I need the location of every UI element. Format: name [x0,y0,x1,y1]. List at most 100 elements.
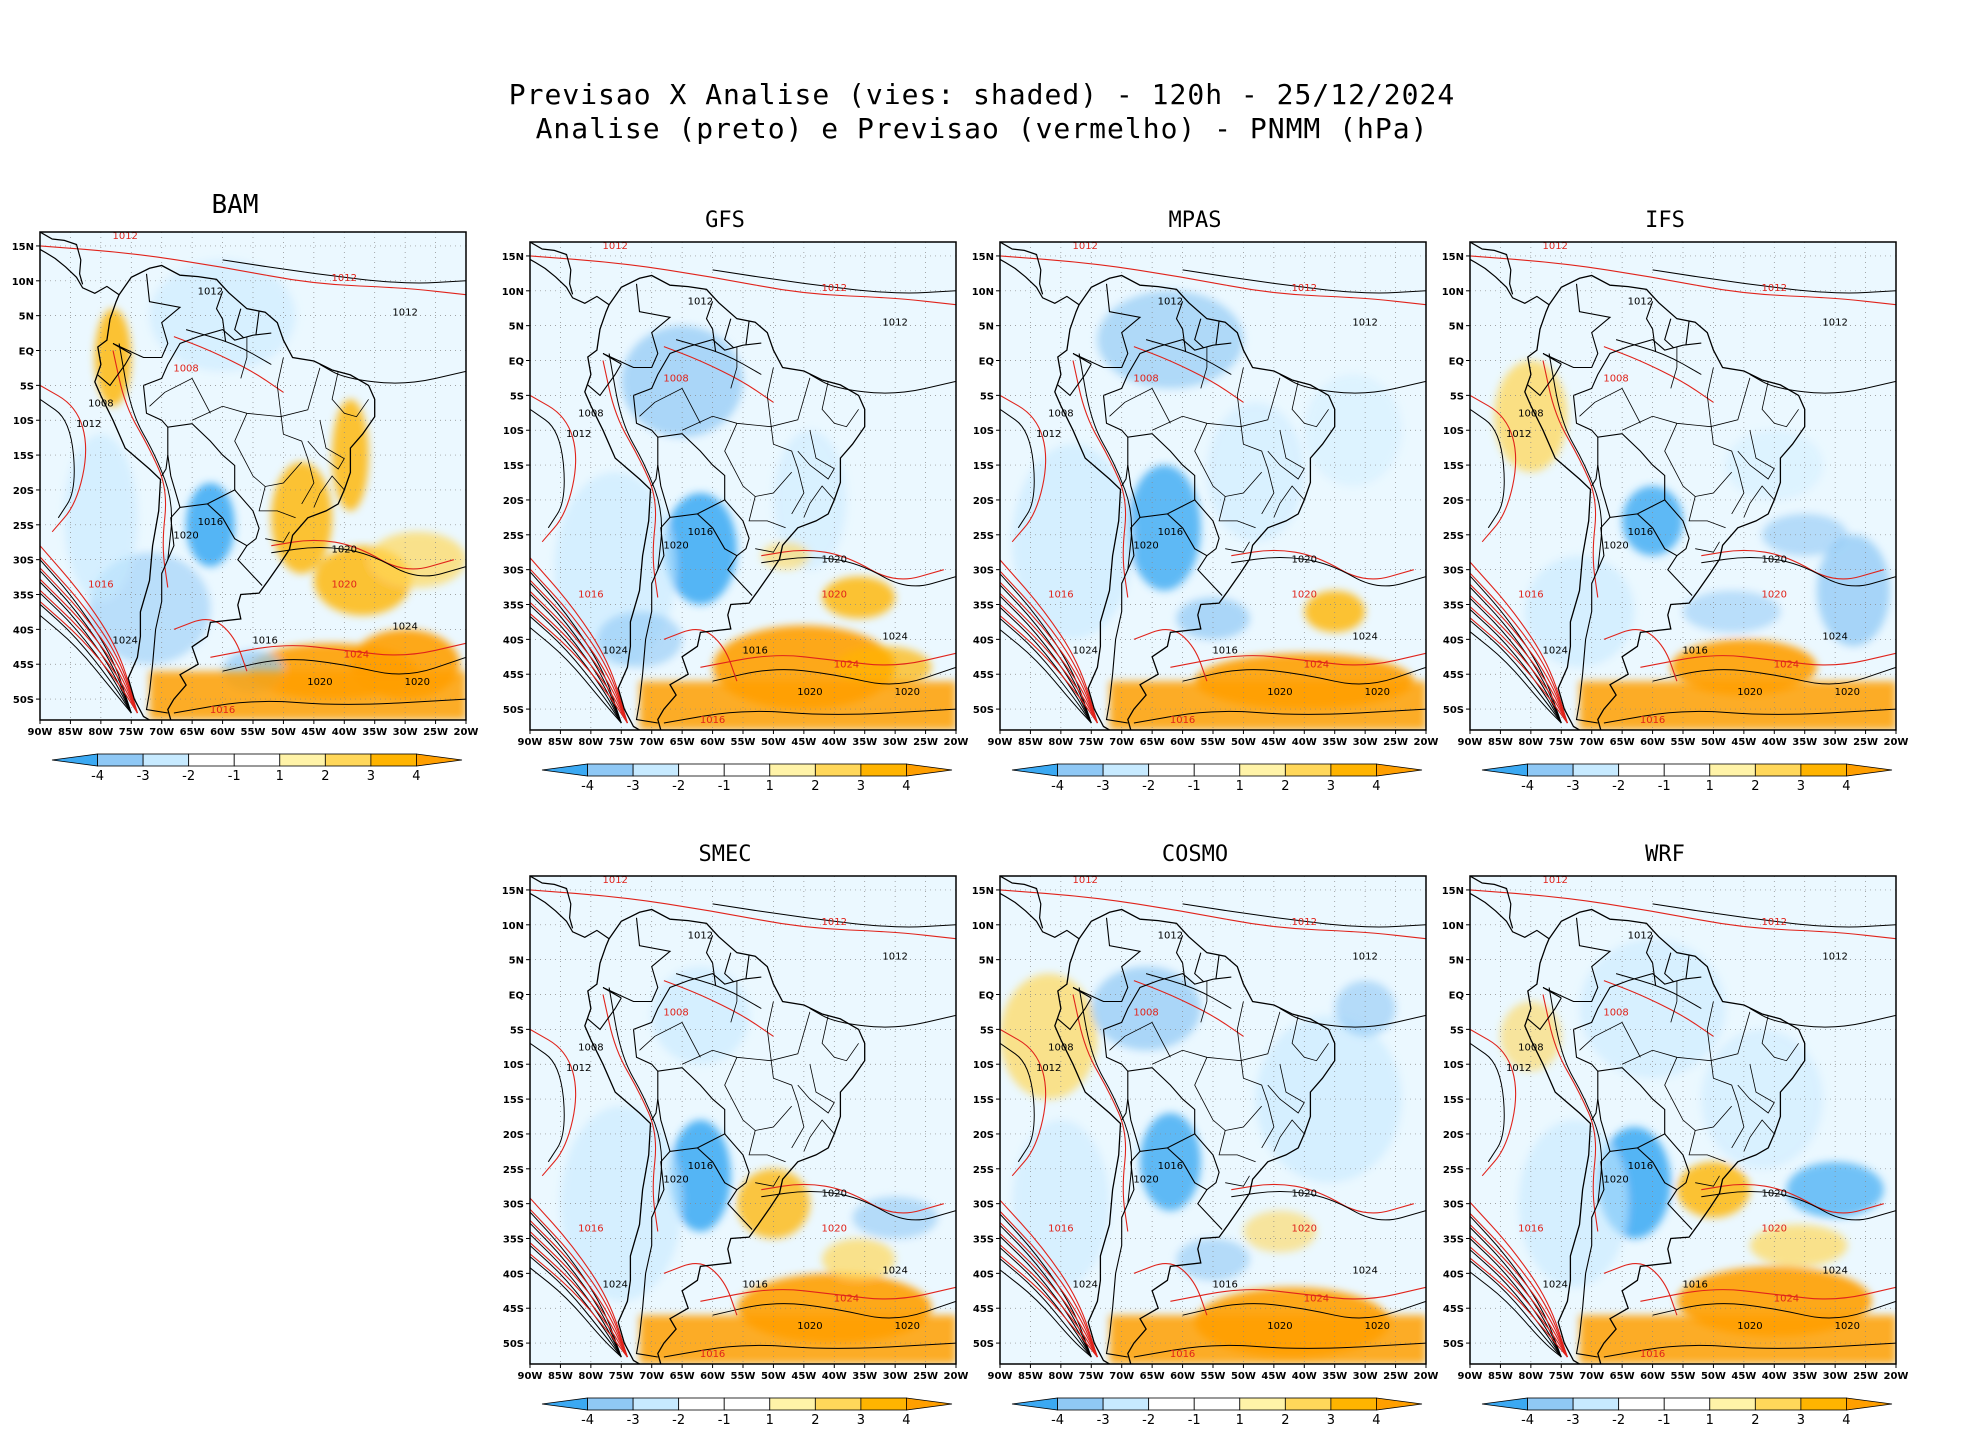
isobar-label: 1016 [1640,1349,1665,1360]
isobar-label: 1016 [1048,1224,1073,1235]
analysis-isobar [1182,1300,1426,1319]
isobar-label: 1012 [1352,318,1377,329]
isobar-label: 1016 [1212,1279,1237,1290]
lon-label: 70W [1579,1371,1604,1382]
forecast-isobar [1133,1263,1208,1316]
country-border [1575,517,1611,724]
map-svg: 1012101210121012100810081012101610201020… [1442,241,1908,794]
colorbar-arrow-right [1376,1397,1423,1411]
lon-label: 50W [1231,1371,1256,1382]
isobar-label: 1024 [344,649,369,660]
lat-label: 5N [1449,956,1464,967]
colorbar-label: 1 [276,769,284,784]
lat-label: EQ [1449,357,1464,368]
lat-label: 20S [13,486,34,497]
analysis-isobar [1000,1269,1092,1358]
colorbar-label: -4 [581,779,594,794]
coastline [1524,274,1806,730]
isobar-label: 1020 [332,580,357,591]
forecast-isobar [1000,615,1098,724]
lon-label: 45W [791,1371,816,1382]
forecast-isobar [40,245,466,296]
analysis-isobar [1701,1190,1896,1221]
colorbar-arrow-right [906,1397,953,1411]
forecast-isobar [1640,652,1896,668]
forecast-isobar [1133,346,1244,403]
state-border [1579,1021,1641,1058]
colorbar-segment [1800,763,1847,777]
country-border [1167,1147,1208,1191]
lat-label: 45S [973,1304,994,1315]
colorbar-label: 2 [811,779,819,794]
colorbar-arrow-left [1481,763,1528,777]
colorbar-segment [1330,763,1377,777]
isobar-label: 1020 [797,687,822,698]
lat-label: 10S [1443,426,1464,437]
forecast-isobar [1000,889,1426,940]
state-border [730,346,738,389]
forecast-isobar [1603,629,1678,682]
lat-label: 10N [12,277,34,288]
lat-label: 50S [503,705,524,716]
lat-label: 40S [503,635,524,646]
colorbar-segment [1102,1397,1150,1411]
analysis-isobar [663,708,956,724]
forecast-isobar [1470,255,1896,306]
analysis-isobar [530,616,622,724]
country-border [587,997,622,1031]
lon-label: 80W [88,727,113,738]
lon-label: 50W [1231,737,1256,748]
forecast-isobar [530,568,628,724]
state-border [1291,381,1329,428]
isobar-label: 1020 [405,677,430,688]
lat-label: 45S [973,670,994,681]
isobar-label: 1024 [1774,1293,1799,1304]
isobar-label: 1016 [1628,527,1653,538]
lon-label: 45W [791,737,816,748]
country-border [1072,917,1142,1003]
lon-label: 40W [1762,737,1787,748]
colorbar-segment [233,753,281,767]
isobar-label: 1008 [578,408,603,419]
country-border [1527,363,1562,397]
forecast-isobar [1470,595,1568,724]
forecast-isobar [761,1183,944,1214]
lon-label: 35W [1792,1371,1817,1382]
isobar-label: 1012 [112,231,137,242]
state-border [1267,430,1305,480]
analysis-isobar [1000,1258,1092,1358]
lat-label: 15S [1443,1095,1464,1106]
analysis-isobar [1000,1247,1092,1358]
isobar-label: 1020 [1133,1175,1158,1186]
analysis-isobar [1470,1238,1562,1358]
state-border [681,377,811,431]
analysis-isobar [1231,556,1426,587]
forecast-isobar [1000,394,1047,543]
forecast-isobar [1603,980,1714,1037]
forecast-isobar [1000,255,1426,306]
state-border [803,485,835,518]
isobar-label: 1016 [252,635,277,646]
analysis-isobar [118,343,173,560]
forecast-isobar [1000,581,1098,724]
analysis-isobar [608,987,663,1204]
lat-label: 30S [973,1200,994,1211]
isobar-label: 1020 [822,590,847,601]
isobar-label: 1012 [1762,917,1787,928]
isobar-label: 1020 [1835,1321,1860,1332]
lat-label: 5N [509,322,524,333]
state-border [1743,485,1775,518]
colorbar-label: 4 [1842,1413,1850,1428]
forecast-isobar [1072,994,1129,1232]
forecast-isobar [700,1286,956,1302]
bias-shading [1139,1113,1201,1211]
colorbar-label: -3 [1097,1413,1110,1428]
coastline [530,242,574,295]
state-border [1664,1057,1733,1131]
bias-shading [822,1238,896,1281]
lat-label: EQ [1449,991,1464,1002]
forecast-isobar [1000,1255,1098,1358]
colorbar-label: 1 [766,1413,774,1428]
lat-label: 15S [973,1095,994,1106]
isobar-label: 1016 [1628,1161,1653,1172]
